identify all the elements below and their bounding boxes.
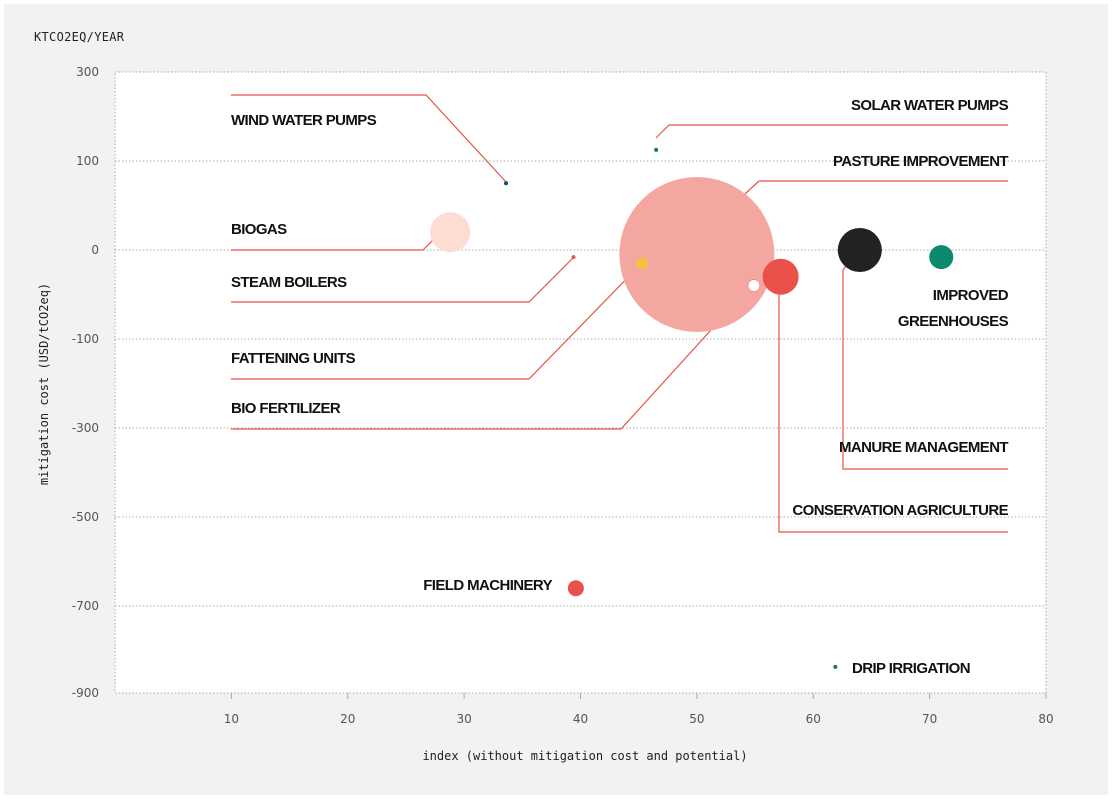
- label-conservation-agriculture: CONSERVATION AGRICULTURE: [792, 502, 1008, 519]
- bubble-wind-water-pumps: [504, 181, 508, 185]
- x-tick-label: 40: [573, 712, 588, 726]
- x-tick-label: 50: [689, 712, 704, 726]
- y-tick-label: -900: [72, 686, 99, 700]
- y-tick-label: 100: [76, 154, 99, 168]
- label-improved-greenhouses-line1: IMPROVED: [933, 287, 1009, 304]
- label-bio-fertilizer: BIO FERTILIZER: [231, 400, 341, 417]
- x-tick-label: 60: [806, 712, 821, 726]
- y-tick-label: -100: [72, 332, 99, 346]
- bubble-drip-irrigation: [833, 665, 837, 669]
- bubble-field-machinery: [568, 580, 584, 596]
- bubble-pasture-improvement: [619, 177, 774, 332]
- y-tick-label: 0: [91, 243, 99, 257]
- x-tick-label: 10: [224, 712, 239, 726]
- label-manure-management: MANURE MANAGEMENT: [839, 439, 1008, 456]
- label-drip-irrigation: DRIP IRRIGATION: [852, 660, 970, 677]
- bubble-fattening-units: [636, 257, 648, 269]
- label-fattening-units: FATTENING UNITS: [231, 350, 356, 367]
- bubble-biogas: [430, 212, 470, 252]
- y-tick-label: -700: [72, 599, 99, 613]
- x-tick-label: 30: [456, 712, 471, 726]
- label-improved-greenhouses-line2: GREENHOUSES: [898, 313, 1009, 330]
- bubble-bio-fertilizer: [748, 280, 760, 292]
- x-axis-ticks: 10 20 30 40 50 60 70 80: [224, 712, 1054, 726]
- bubble-steam-boilers: [572, 255, 576, 259]
- y-tick-label: 300: [76, 65, 99, 79]
- label-wind-water-pumps: WIND WATER PUMPS: [231, 112, 377, 129]
- x-tick-label: 70: [922, 712, 937, 726]
- label-biogas: BIOGAS: [231, 221, 287, 238]
- label-solar-water-pumps: SOLAR WATER PUMPS: [851, 97, 1009, 114]
- bubble-conservation-agriculture: [763, 259, 799, 295]
- y-axis-ticks: 300 100 0 -100 -300 -500 -700 -900: [72, 65, 99, 700]
- label-steam-boilers: STEAM BOILERS: [231, 274, 347, 291]
- y-tick-label: -500: [72, 510, 99, 524]
- bubble-improved-greenhouses: [929, 245, 953, 269]
- x-tick-label: 20: [340, 712, 355, 726]
- bubble-manure-management: [838, 228, 882, 272]
- x-axis-title: index (without mitigation cost and poten…: [422, 749, 747, 763]
- x-tick-label: 80: [1038, 712, 1053, 726]
- y-axis-title: mitigation cost (USD/tCO2eq): [37, 283, 51, 485]
- label-pasture-improvement: PASTURE IMPROVEMENT: [833, 153, 1008, 170]
- y-tick-label: -300: [72, 421, 99, 435]
- label-field-machinery: FIELD MACHINERY: [423, 577, 552, 594]
- bubble-solar-water-pumps: [654, 148, 658, 152]
